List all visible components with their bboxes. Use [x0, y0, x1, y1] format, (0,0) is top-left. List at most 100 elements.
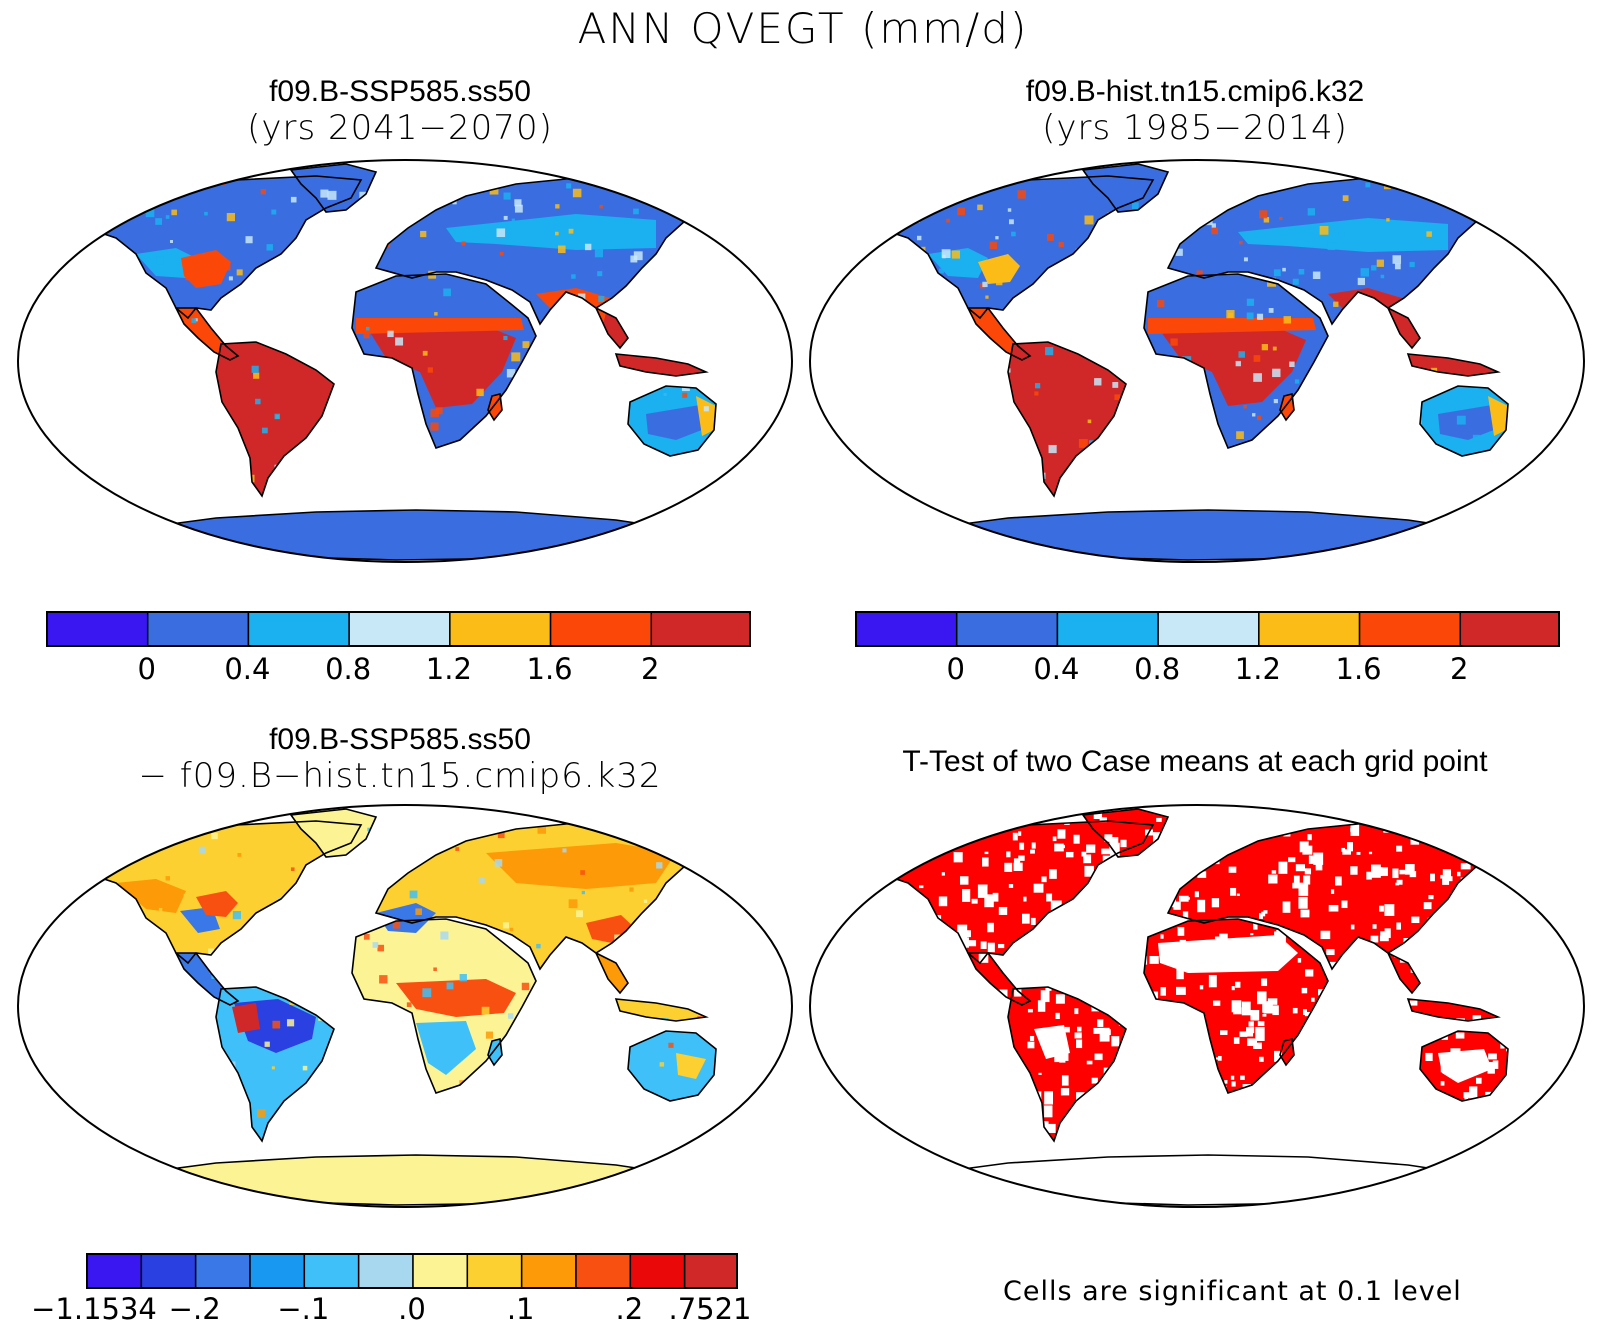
insig-cell: [1160, 987, 1167, 996]
insig-cell: [1571, 822, 1580, 830]
field-cell: [204, 211, 208, 216]
field-cell: [1131, 202, 1139, 210]
field-cell: [982, 281, 988, 288]
insig-cell: [1219, 1030, 1228, 1035]
insig-cell: [1308, 855, 1319, 864]
insig-cell: [1250, 1009, 1260, 1021]
field-cell: [476, 388, 484, 397]
panel1-case-name: f09.B-SSP585.ss50: [269, 75, 531, 108]
field-cell: [571, 274, 576, 279]
land-eurasia: [1168, 178, 1508, 324]
coastline-indonesia: [1406, 998, 1501, 1022]
field-cell: [1017, 190, 1026, 199]
field-cell: [770, 436, 778, 444]
field-cell: [1273, 269, 1281, 277]
field-cell: [1456, 415, 1466, 425]
insig-cell: [1585, 829, 1586, 840]
field-cell: [1294, 379, 1300, 384]
field-cell: [1376, 259, 1384, 267]
insig-cell: [810, 896, 818, 902]
field-cell: [1268, 308, 1274, 313]
insig-cell: [984, 851, 989, 855]
field-cell: [1333, 301, 1339, 307]
colorbar-box: [1056, 611, 1159, 647]
insig-cell: [1176, 968, 1184, 980]
insig-cell: [941, 872, 945, 876]
field-cell: [272, 1020, 281, 1029]
insig-cell: [1253, 1042, 1262, 1049]
insig-cell: [1399, 869, 1407, 875]
field-cell: [363, 933, 370, 940]
insig-cell: [820, 868, 828, 878]
field-cell: [409, 890, 418, 899]
field-cell: [619, 183, 625, 190]
field-cell: [169, 239, 173, 243]
field-cell: [1414, 185, 1420, 191]
field-cell: [1279, 216, 1283, 221]
insig-cell: [1037, 1000, 1046, 1012]
insig-cell: [1542, 1135, 1545, 1140]
field-cell: [882, 193, 890, 202]
field-cell: [599, 204, 603, 209]
insig-cell: [1430, 873, 1435, 882]
field-cell: [1087, 419, 1092, 424]
insig-cell: [1428, 818, 1435, 827]
insig-cell: [987, 922, 994, 933]
field-cell: [95, 1137, 101, 1144]
field-cell: [1011, 231, 1016, 237]
field-cell: [320, 189, 329, 198]
panel4-title: T-Test of two Case means at each grid po…: [902, 745, 1488, 778]
insig-cell: [1553, 889, 1562, 902]
insig-cell: [1224, 1080, 1228, 1084]
field-cell: [57, 457, 65, 465]
insig-cell: [1335, 876, 1342, 886]
coastline-africa: [1143, 918, 1329, 1094]
insig-cell: [1396, 879, 1403, 885]
colorbar-box: [549, 611, 653, 647]
colorbar-box: [1157, 611, 1260, 647]
field-cell: [422, 350, 428, 356]
insig-cell: [1487, 832, 1498, 847]
field-cell: [395, 337, 404, 346]
colorbar-tick-label: 1.2: [1234, 652, 1281, 686]
colorbar-box: [683, 1253, 738, 1289]
panel3-minus-case: − f09.B−hist.tn15.cmip6.k32: [138, 756, 662, 796]
insig-cell: [1460, 863, 1471, 870]
insig-cell: [810, 843, 815, 851]
land-eurasia: [1168, 823, 1508, 969]
insig-cell: [1040, 990, 1050, 1003]
field-cell: [946, 218, 950, 223]
field-cell: [58, 487, 62, 491]
insig-cell: [1298, 896, 1308, 909]
coastline-sea_asia: [1386, 951, 1421, 995]
insig-cell: [1392, 868, 1399, 879]
insig-cell: [1055, 994, 1065, 1004]
map-panel-future: [17, 159, 793, 563]
insig-cell: [1553, 1124, 1561, 1136]
field-cell: [1114, 394, 1121, 400]
map-panel-historical: [809, 159, 1585, 563]
insig-cell: [1175, 986, 1186, 995]
field-cell: [435, 407, 443, 415]
insig-cell: [1513, 833, 1521, 845]
coastline-southAmerica: [1007, 986, 1127, 1143]
field-cell: [387, 326, 392, 331]
field-patch: [136, 248, 196, 278]
field-cell: [415, 908, 422, 915]
field-cell: [158, 907, 163, 912]
insig-cell: [1302, 845, 1313, 855]
insig-cell: [1027, 1008, 1033, 1013]
field-patch: [676, 1053, 706, 1079]
field-cell: [584, 243, 592, 251]
field-cell: [867, 241, 870, 244]
insig-cell: [1292, 1007, 1298, 1014]
coastline-greenland: [1081, 163, 1170, 213]
insig-cell: [1049, 869, 1057, 879]
field-cell: [1472, 434, 1480, 442]
insig-cell: [998, 906, 1008, 915]
field-cell: [916, 235, 922, 241]
insig-cell: [1084, 865, 1094, 877]
insig-cell: [1568, 1075, 1574, 1081]
insig-cell: [833, 1117, 838, 1124]
field-cell: [387, 330, 394, 338]
